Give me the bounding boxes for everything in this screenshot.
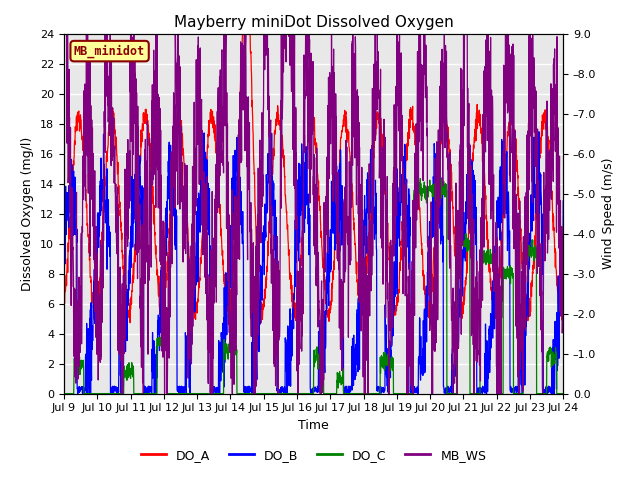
X-axis label: Time: Time [298,419,329,432]
Text: MB_minidot: MB_minidot [74,44,145,58]
Title: Mayberry miniDot Dissolved Oxygen: Mayberry miniDot Dissolved Oxygen [173,15,454,30]
Y-axis label: Dissolved Oxygen (mg/l): Dissolved Oxygen (mg/l) [22,136,35,291]
Legend: DO_A, DO_B, DO_C, MB_WS: DO_A, DO_B, DO_C, MB_WS [136,444,492,467]
Y-axis label: Wind Speed (m/s): Wind Speed (m/s) [602,158,615,269]
